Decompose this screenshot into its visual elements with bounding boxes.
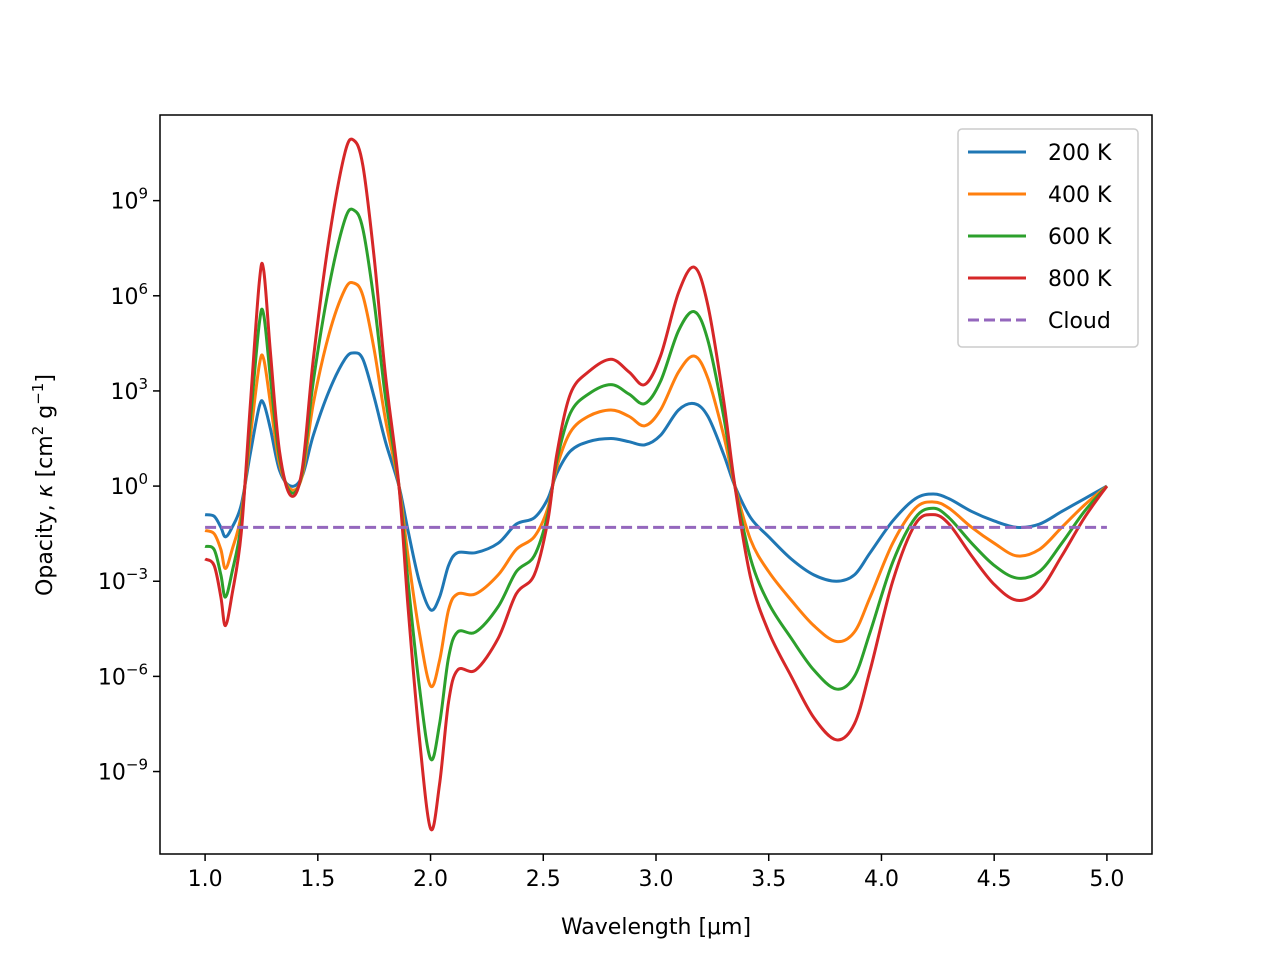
legend-entry-600-k: 600 K: [968, 225, 1112, 250]
y-tick-label: 10−9: [98, 756, 148, 786]
x-tick-label: 1.0: [188, 867, 223, 892]
y-label-exp-2: −1: [29, 383, 47, 405]
legend-label: 800 K: [1048, 267, 1112, 292]
legend-entry-400-k: 400 K: [968, 183, 1112, 208]
y-tick-label: 100: [110, 470, 148, 500]
legend-label: 200 K: [1048, 141, 1112, 166]
y-label-unit-mid: g: [33, 405, 58, 426]
y-label-symbol: κ: [33, 484, 58, 497]
x-axis-label: Wavelength [μm]: [561, 915, 751, 940]
y-label-unit-close: ]: [33, 374, 58, 383]
x-tick-label: 4.5: [977, 867, 1012, 892]
x-tick-label: 4.0: [864, 867, 899, 892]
y-label-prefix: Opacity,: [33, 497, 58, 596]
y-label-unit-open: [cm: [33, 435, 58, 484]
y-axis-ticks: 109 106 103 100 10−3 10−6 10−9: [98, 185, 160, 786]
series-line-800-k: [204, 137, 1109, 832]
legend-box: [957, 128, 1139, 348]
y-tick-label: 10−3: [98, 565, 148, 595]
legend-label: 600 K: [1048, 225, 1112, 250]
series-layer: [204, 137, 1109, 832]
x-axis-ticks: 1.0 1.5 2.0 2.5 3.0 3.5 4.0 4.5 5.0: [188, 854, 1124, 892]
y-tick-label: 103: [110, 375, 148, 405]
y-axis-label: Opacity, κ [cm2 g−1]: [29, 374, 58, 596]
y-tick-label: 109: [110, 185, 148, 215]
x-tick-label: 1.5: [300, 867, 335, 892]
legend-label: Cloud: [1048, 309, 1111, 334]
legend-entry-800-k: 800 K: [968, 267, 1112, 292]
legend-label: 400 K: [1048, 183, 1112, 208]
legend-entry-cloud: Cloud: [968, 309, 1111, 334]
x-tick-label: 2.0: [413, 867, 448, 892]
y-label-exp-1: 2: [29, 426, 47, 436]
x-tick-label: 5.0: [1089, 867, 1124, 892]
legend: 200 K 400 K 600 K 800 K Cloud: [957, 128, 1139, 348]
y-tick-label: 106: [110, 280, 148, 310]
x-tick-label: 3.0: [639, 867, 674, 892]
legend-entry-200-k: 200 K: [968, 141, 1112, 166]
x-tick-label: 3.5: [751, 867, 786, 892]
y-tick-label: 10−6: [98, 660, 148, 690]
x-tick-label: 2.5: [526, 867, 561, 892]
